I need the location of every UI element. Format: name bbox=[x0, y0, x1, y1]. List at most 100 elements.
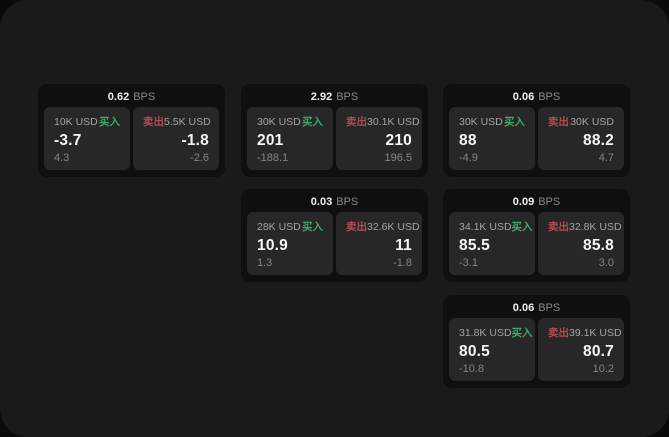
bps-unit-label: BPS bbox=[538, 302, 561, 314]
bps-header: 2.92 BPS bbox=[241, 84, 428, 108]
bps-header: 0.06 BPS bbox=[443, 84, 630, 108]
buy-amount: 30K USD bbox=[459, 115, 503, 128]
sell-price: 11 bbox=[395, 237, 412, 254]
quote-panels: 34.1K USD 买入 85.5 -3.1 卖出 32.8K USD 85.8… bbox=[449, 212, 624, 275]
bps-header: 0.09 BPS bbox=[443, 189, 630, 213]
sell-amount: 5.5K USD bbox=[164, 115, 211, 128]
buy-panel-top: 30K USD 买入 bbox=[257, 114, 323, 129]
quote-panels: 30K USD 买入 201 -188.1 卖出 30.1K USD 210 1… bbox=[247, 107, 422, 170]
buy-panel-top: 30K USD 买入 bbox=[459, 114, 525, 129]
bps-header: 0.62 BPS bbox=[38, 84, 225, 108]
bps-value: 0.09 bbox=[512, 196, 535, 208]
bps-value: 0.06 bbox=[512, 91, 535, 103]
bps-unit-label: BPS bbox=[336, 196, 359, 208]
quote-card: 0.06 BPS 30K USD 买入 88 -4.9 卖出 30K USD 8… bbox=[443, 84, 630, 177]
quote-panels: 10K USD 买入 -3.7 4.3 卖出 5.5K USD -1.8 -2.… bbox=[44, 107, 219, 170]
sell-panel[interactable]: 卖出 30K USD 88.2 4.7 bbox=[538, 107, 624, 170]
sell-delta: 3.0 bbox=[598, 257, 614, 269]
sell-price: 85.8 bbox=[583, 237, 614, 254]
bps-header: 0.03 BPS bbox=[241, 189, 428, 213]
buy-panel[interactable]: 28K USD 买入 10.9 1.3 bbox=[247, 212, 333, 275]
buy-panel[interactable]: 30K USD 买入 88 -4.9 bbox=[449, 107, 535, 170]
sell-label: 卖出 bbox=[548, 221, 569, 233]
quote-panels: 31.8K USD 买入 80.5 -10.8 卖出 39.1K USD 80.… bbox=[449, 318, 624, 381]
quote-card: 0.06 BPS 31.8K USD 买入 80.5 -10.8 卖出 39.1… bbox=[443, 295, 630, 388]
sell-price: 80.7 bbox=[583, 343, 614, 360]
buy-panel[interactable]: 10K USD 买入 -3.7 4.3 bbox=[44, 107, 130, 170]
buy-panel[interactable]: 31.8K USD 买入 80.5 -10.8 bbox=[449, 318, 535, 381]
sell-panel-top: 卖出 32.8K USD bbox=[548, 219, 622, 234]
bps-value: 0.62 bbox=[107, 91, 130, 103]
quote-card: 0.09 BPS 34.1K USD 买入 85.5 -3.1 卖出 32.8K… bbox=[443, 189, 630, 282]
buy-price: 85.5 bbox=[459, 237, 490, 254]
buy-label: 买入 bbox=[511, 221, 533, 233]
sell-label: 卖出 bbox=[548, 327, 569, 339]
buy-price: 80.5 bbox=[459, 343, 490, 360]
buy-label: 买入 bbox=[302, 221, 323, 233]
buy-label: 买入 bbox=[511, 327, 533, 339]
bps-unit-label: BPS bbox=[538, 196, 561, 208]
buy-price: -3.7 bbox=[54, 132, 82, 149]
sell-panel[interactable]: 卖出 32.6K USD 11 -1.8 bbox=[336, 212, 422, 275]
buy-amount: 34.1K USD bbox=[459, 220, 512, 233]
bps-value: 0.03 bbox=[310, 196, 333, 208]
sell-amount: 32.8K USD bbox=[569, 220, 622, 233]
buy-amount: 28K USD bbox=[257, 220, 301, 233]
bps-value: 2.92 bbox=[310, 91, 333, 103]
buy-panel-top: 31.8K USD 买入 bbox=[459, 325, 533, 340]
bps-header: 0.06 BPS bbox=[443, 295, 630, 319]
sell-panel-top: 卖出 32.6K USD bbox=[346, 219, 420, 234]
buy-amount: 31.8K USD bbox=[459, 326, 512, 339]
sell-delta: -2.6 bbox=[190, 152, 209, 164]
buy-delta: 4.3 bbox=[54, 152, 70, 164]
buy-price: 88 bbox=[459, 132, 477, 149]
buy-amount: 10K USD bbox=[54, 115, 98, 128]
sell-panel-top: 卖出 5.5K USD bbox=[143, 114, 211, 129]
sell-delta: 10.2 bbox=[592, 363, 614, 375]
buy-price: 10.9 bbox=[257, 237, 288, 254]
sell-panel-top: 卖出 30K USD bbox=[548, 114, 614, 129]
bps-value: 0.06 bbox=[512, 302, 535, 314]
buy-delta: 1.3 bbox=[257, 257, 273, 269]
quote-panels: 28K USD 买入 10.9 1.3 卖出 32.6K USD 11 -1.8 bbox=[247, 212, 422, 275]
buy-panel-top: 34.1K USD 买入 bbox=[459, 219, 533, 234]
buy-delta: -188.1 bbox=[257, 152, 289, 164]
buy-amount: 30K USD bbox=[257, 115, 301, 128]
buy-label: 买入 bbox=[504, 116, 525, 128]
sell-panel[interactable]: 卖出 30.1K USD 210 196.5 bbox=[336, 107, 422, 170]
bps-unit-label: BPS bbox=[336, 91, 359, 103]
bps-unit-label: BPS bbox=[133, 91, 156, 103]
sell-delta: -1.8 bbox=[393, 257, 412, 269]
sell-label: 卖出 bbox=[346, 116, 367, 128]
sell-price: 88.2 bbox=[583, 132, 614, 149]
quote-card: 0.03 BPS 28K USD 买入 10.9 1.3 卖出 32.6K US… bbox=[241, 189, 428, 282]
buy-delta: -4.9 bbox=[459, 152, 478, 164]
buy-panel-top: 28K USD 买入 bbox=[257, 219, 323, 234]
sell-label: 卖出 bbox=[346, 221, 367, 233]
sell-price: 210 bbox=[385, 132, 412, 149]
sell-delta: 4.7 bbox=[598, 152, 614, 164]
buy-panel-top: 10K USD 买入 bbox=[54, 114, 120, 129]
sell-label: 卖出 bbox=[548, 116, 569, 128]
quote-card: 2.92 BPS 30K USD 买入 201 -188.1 卖出 30.1K … bbox=[241, 84, 428, 177]
buy-delta: -3.1 bbox=[459, 257, 478, 269]
buy-panel[interactable]: 34.1K USD 买入 85.5 -3.1 bbox=[449, 212, 535, 275]
sell-panel-top: 卖出 30.1K USD bbox=[346, 114, 420, 129]
sell-panel[interactable]: 卖出 5.5K USD -1.8 -2.6 bbox=[133, 107, 219, 170]
sell-price: -1.8 bbox=[181, 132, 209, 149]
buy-label: 买入 bbox=[99, 116, 120, 128]
bps-unit-label: BPS bbox=[538, 91, 561, 103]
buy-label: 买入 bbox=[302, 116, 323, 128]
buy-panel[interactable]: 30K USD 买入 201 -188.1 bbox=[247, 107, 333, 170]
quote-panels: 30K USD 买入 88 -4.9 卖出 30K USD 88.2 4.7 bbox=[449, 107, 624, 170]
sell-amount: 30K USD bbox=[570, 115, 614, 128]
sell-label: 卖出 bbox=[143, 116, 164, 128]
sell-panel[interactable]: 卖出 32.8K USD 85.8 3.0 bbox=[538, 212, 624, 275]
sell-amount: 32.6K USD bbox=[367, 220, 420, 233]
buy-price: 201 bbox=[257, 132, 284, 149]
sell-amount: 30.1K USD bbox=[367, 115, 420, 128]
sell-panel[interactable]: 卖出 39.1K USD 80.7 10.2 bbox=[538, 318, 624, 381]
quote-card: 0.62 BPS 10K USD 买入 -3.7 4.3 卖出 5.5K USD… bbox=[38, 84, 225, 177]
